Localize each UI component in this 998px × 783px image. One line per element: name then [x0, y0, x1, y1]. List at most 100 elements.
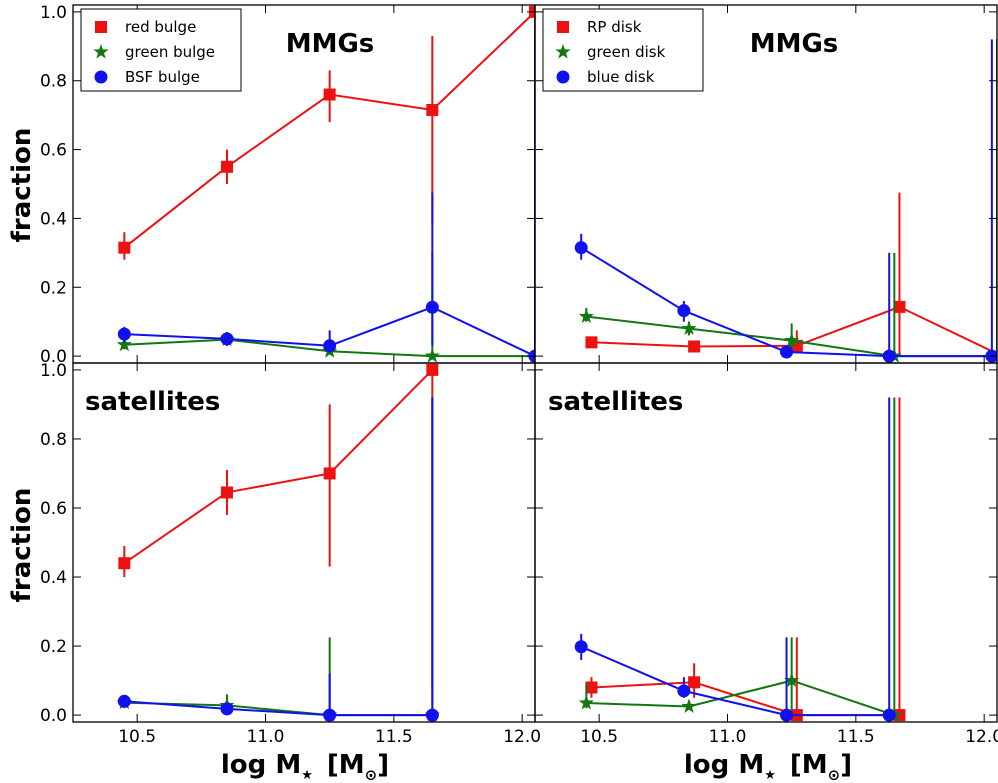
x-tick-label: 11.5 — [375, 727, 413, 747]
y-tick-label: 1.0 — [40, 3, 67, 23]
x-axis-title-unit: [M — [790, 750, 828, 780]
legend-marker — [557, 21, 569, 33]
panel-top-right: MMGs RP disk green disk blue disk — [534, 4, 998, 364]
legend: red bulge green bulge BSF bulge — [80, 8, 242, 92]
legend-entry: RP disk — [587, 18, 642, 36]
data-point — [323, 88, 336, 101]
panel-title: satellites — [548, 387, 683, 417]
x-tick-label: 11.0 — [247, 727, 285, 747]
data-point — [585, 681, 598, 694]
y-tick-label: 0.8 — [40, 72, 67, 92]
x-axis-title-unit-sub: ⊙ — [365, 766, 378, 783]
data-point — [425, 708, 439, 722]
series-2 — [574, 397, 896, 722]
data-point — [118, 557, 131, 570]
x-axis-title-unit-close: ] — [840, 750, 852, 780]
data-point — [677, 304, 691, 318]
panels: 0.0 0.2 0.4 0.6 0.8 1.0 MMGs red bulge green bul… — [40, 3, 998, 747]
y-tick-label: 1.0 — [40, 361, 67, 381]
data-point — [688, 676, 701, 689]
y-tick-label: 0.2 — [40, 637, 67, 657]
panel-top-left: 0.0 0.2 0.4 0.6 0.8 1.0 MMGs red bulge green bul… — [40, 3, 536, 367]
data-point — [117, 327, 131, 341]
data-point — [426, 363, 439, 376]
series-line — [123, 369, 434, 565]
x-tick-label: 12.0 — [965, 727, 998, 747]
x-axis-title-main: log M — [684, 750, 764, 780]
y-tick-label: 0.6 — [40, 141, 67, 161]
data-point — [681, 698, 697, 713]
x-axis-title-unit-close: ] — [377, 750, 389, 780]
data-point — [116, 336, 132, 352]
data-point — [882, 708, 896, 722]
panel-title: MMGs — [750, 29, 839, 59]
data-point — [220, 702, 234, 716]
data-point — [323, 339, 337, 353]
data-point — [574, 241, 588, 255]
series-line — [580, 645, 890, 717]
y-tick-label: 0.6 — [40, 499, 67, 519]
series-2 — [117, 39, 535, 363]
x-axis-title-sub: ★ — [764, 768, 776, 783]
panel-title: MMGs — [286, 29, 375, 59]
x-axis-title-unit: [M — [327, 750, 365, 780]
x-tick-label: 10.5 — [580, 727, 618, 747]
data-point — [118, 241, 131, 254]
plot-area — [574, 39, 997, 363]
x-axis-title-unit-sub: ⊙ — [828, 766, 841, 783]
data-point — [117, 694, 131, 708]
plot-area — [116, 5, 535, 363]
data-point — [574, 640, 588, 654]
series-line — [591, 681, 900, 717]
x-axis-title-right: log M★ [M⊙] — [684, 750, 852, 783]
data-point — [220, 332, 234, 346]
y-axis-title-top: fraction — [7, 128, 37, 243]
legend-entry: green disk — [587, 43, 666, 61]
series-line — [586, 679, 895, 717]
x-tick-label: 12.0 — [503, 727, 541, 747]
y-axis-title-bottom: fraction — [7, 488, 37, 603]
plot-area — [116, 363, 440, 722]
y-tick-label: 0.2 — [40, 278, 67, 298]
legend-marker — [95, 21, 107, 33]
data-point — [424, 348, 440, 363]
panel-bottom-left: 10.5 11.0 11.5 12.0 0.0 0.2 0.4 0.6 0.8 1.0 satell… — [40, 361, 541, 747]
series-0 — [585, 397, 906, 722]
data-point — [221, 486, 233, 499]
x-tick-label: 11.5 — [837, 727, 875, 747]
data-point — [688, 340, 701, 353]
plot-area — [574, 397, 906, 722]
data-point — [426, 103, 439, 116]
legend-entry: red bulge — [125, 18, 196, 36]
axes-frame — [534, 362, 998, 723]
series-0 — [585, 192, 997, 363]
data-point — [221, 160, 233, 173]
y-tick-label: 0.8 — [40, 430, 67, 450]
panel-bottom-right: 10.5 11.0 11.5 12.0 satellites — [534, 362, 998, 747]
legend-entry: BSF bulge — [125, 68, 200, 86]
series-1 — [578, 397, 902, 722]
legend-marker — [555, 44, 571, 59]
x-tick-label: 11.0 — [709, 727, 747, 747]
legend-marker — [94, 70, 108, 84]
series-line — [124, 700, 433, 717]
data-point — [323, 708, 337, 722]
data-point — [784, 672, 800, 688]
y-tick-label: 0.0 — [40, 706, 67, 726]
x-tick-label: 10.5 — [118, 727, 156, 747]
data-point — [882, 349, 896, 363]
data-point — [681, 320, 697, 336]
data-point — [780, 708, 794, 722]
y-tick-label: 0.4 — [40, 209, 67, 229]
legend-marker — [556, 70, 570, 84]
data-point — [784, 332, 800, 348]
data-point — [425, 300, 439, 314]
data-point — [323, 467, 336, 480]
data-point — [780, 345, 794, 359]
y-tick-label: 0.0 — [40, 347, 67, 367]
x-axis-title-left: log M★ [M⊙] — [221, 750, 389, 783]
data-point — [677, 684, 691, 698]
x-axis-title-sub: ★ — [301, 768, 313, 783]
data-point — [578, 695, 594, 710]
legend-entry: green bulge — [125, 43, 215, 61]
